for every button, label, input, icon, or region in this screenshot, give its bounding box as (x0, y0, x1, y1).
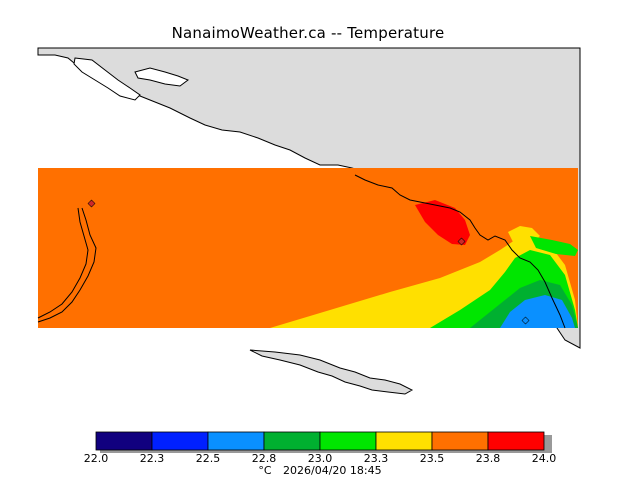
legend-tick-label: 23.0 (307, 452, 333, 465)
legend-tick-label: 23.3 (363, 452, 389, 465)
legend-swatch (431, 431, 489, 451)
legend-swatch (487, 431, 545, 451)
map-title: NanaimoWeather.ca -- Temperature (171, 24, 445, 42)
color-legend (95, 431, 552, 453)
coastline (354, 174, 566, 329)
legend-tick-label: 22.5 (195, 452, 221, 465)
legend-swatch (151, 431, 209, 451)
inlet-water (73, 57, 141, 101)
legend-tick-label: 22.3 (139, 452, 165, 465)
timestamp: 2026/04/20 18:45 (283, 464, 382, 477)
legend-footer: °C 2026/04/20 18:45 (0, 464, 640, 477)
legend-swatch (95, 431, 153, 451)
legend-swatch (319, 431, 377, 451)
unit-label: °C (258, 464, 272, 477)
temperature-field (38, 168, 578, 328)
coastline (37, 207, 97, 323)
station-marker (521, 316, 530, 325)
inlet-water (134, 67, 190, 87)
legend-swatch (263, 431, 321, 451)
legend-swatch (207, 431, 265, 451)
legend-tick-label: 23.5 (419, 452, 445, 465)
legend-tick-label: 23.8 (475, 452, 501, 465)
legend-swatch (375, 431, 433, 451)
legend-tick-label: 24.0 (531, 452, 557, 465)
station-marker (457, 237, 466, 246)
island-bottom (249, 349, 414, 395)
legend-tick-label: 22.8 (251, 452, 277, 465)
station-marker (87, 199, 96, 208)
legend-tick-label: 22.0 (83, 452, 109, 465)
